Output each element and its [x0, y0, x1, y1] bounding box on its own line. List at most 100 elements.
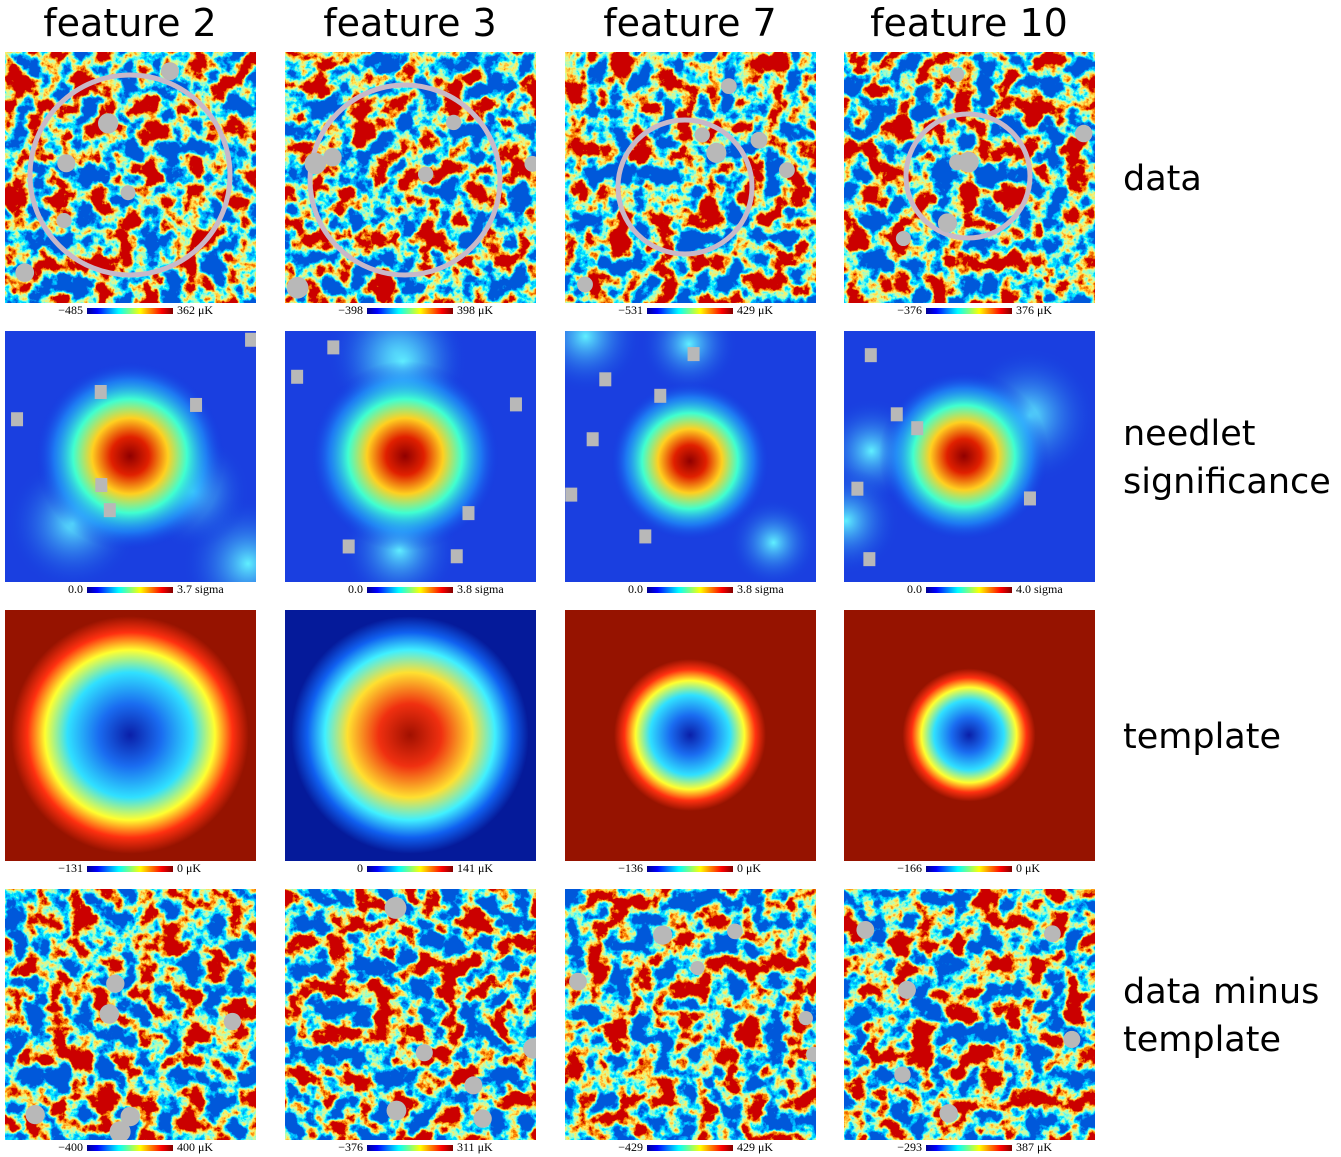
noise-map — [5, 52, 256, 303]
mask — [384, 897, 407, 919]
colorbar-min: 0 — [357, 861, 363, 875]
colorbar-min: −136 — [618, 861, 643, 875]
map-panel — [565, 889, 816, 1140]
map-panel — [565, 331, 816, 582]
template-disc — [285, 610, 535, 860]
colorbar — [367, 308, 453, 314]
column-header: feature 2 — [43, 1, 216, 45]
colorbar — [926, 587, 1012, 593]
colorbar-unit: μK — [478, 1140, 493, 1154]
colorbar-max: 0 μK — [177, 861, 201, 875]
map-panel — [844, 331, 1095, 582]
mask — [94, 385, 107, 400]
mask — [304, 152, 327, 175]
colorbar — [367, 866, 453, 872]
noise-map — [844, 52, 1095, 303]
colorbar-unit: μK — [758, 1140, 773, 1154]
mask — [342, 539, 355, 554]
mask — [25, 1104, 45, 1125]
colorbar-unit: μK — [478, 303, 493, 317]
mask — [569, 972, 587, 991]
colorbar-min: −398 — [338, 303, 363, 317]
colorbar-min: 0.0 — [348, 582, 363, 596]
colorbar-unit: sigma — [1034, 582, 1063, 596]
mask — [106, 974, 125, 993]
mask — [56, 213, 72, 229]
mask — [103, 503, 116, 518]
colorbar — [87, 308, 173, 314]
colorbar-max-value: 362 — [177, 303, 195, 317]
mask — [687, 347, 700, 362]
mask — [99, 1004, 120, 1024]
colorbar-max-value: 0 — [737, 861, 743, 875]
mask — [911, 421, 924, 436]
mask — [890, 407, 903, 422]
row-label: data minus — [1123, 972, 1319, 1012]
map-panel — [285, 889, 536, 1140]
mask — [639, 529, 652, 544]
mask — [323, 148, 342, 167]
colorbar-max: 429 μK — [737, 303, 773, 317]
mask — [462, 506, 475, 521]
significance-spot — [310, 361, 500, 551]
colorbar-unit: μK — [758, 303, 773, 317]
colorbar-unit: μK — [1037, 1140, 1052, 1154]
mask — [895, 230, 911, 247]
colorbar-unit: μK — [1037, 303, 1052, 317]
map-panel — [5, 610, 256, 861]
colorbar-min: −531 — [618, 303, 643, 317]
colorbar — [926, 1145, 1012, 1151]
mask — [161, 62, 180, 81]
mask — [654, 388, 667, 403]
colorbar-max-value: 429 — [737, 1140, 755, 1154]
noise-map — [844, 889, 1095, 1140]
soft-blob — [640, 331, 738, 393]
mask — [565, 487, 578, 502]
mask — [473, 1109, 492, 1128]
ring — [307, 82, 503, 278]
colorbar-max-value: 0 — [1016, 861, 1022, 875]
mask — [1063, 1030, 1081, 1048]
mask — [386, 1100, 407, 1121]
row-label: significance — [1123, 462, 1331, 502]
colorbar-min: −376 — [897, 303, 922, 317]
map-panel — [285, 610, 536, 861]
mask — [1044, 925, 1061, 943]
mask — [690, 960, 705, 976]
soft-blob — [729, 498, 816, 582]
mask — [417, 166, 434, 183]
row-label: needlet — [1123, 414, 1255, 454]
colorbar-max: 311 μK — [457, 1140, 493, 1154]
column-header: feature 7 — [603, 1, 776, 45]
colorbar-min: −400 — [58, 1140, 83, 1154]
colorbar — [87, 866, 173, 872]
colorbar — [87, 587, 173, 593]
colorbar-max-value: 376 — [1016, 303, 1034, 317]
colorbar — [87, 1145, 173, 1151]
colorbar-max-value: 387 — [1016, 1140, 1034, 1154]
mask — [864, 348, 877, 363]
column-header: feature 3 — [323, 1, 496, 45]
colorbar-min: 0.0 — [68, 582, 83, 596]
row-label: template — [1123, 717, 1281, 757]
template-disc — [899, 665, 1039, 805]
colorbar-unit: μK — [746, 861, 761, 875]
mask — [120, 185, 136, 201]
colorbar-unit: sigma — [195, 582, 224, 596]
colorbar — [926, 866, 1012, 872]
row-label: data — [1123, 159, 1202, 199]
mask — [245, 332, 256, 347]
mask — [949, 154, 966, 171]
mask — [291, 369, 304, 384]
mask — [190, 397, 203, 412]
map-panel — [565, 52, 816, 303]
mask — [706, 142, 727, 163]
colorbar-min: −485 — [58, 303, 83, 317]
significance-spot — [35, 361, 225, 551]
row-label: template — [1123, 1020, 1281, 1060]
colorbar-max: 3.7 sigma — [177, 582, 224, 596]
mask — [778, 162, 795, 179]
mask — [798, 1010, 813, 1026]
map-panel — [285, 331, 536, 582]
